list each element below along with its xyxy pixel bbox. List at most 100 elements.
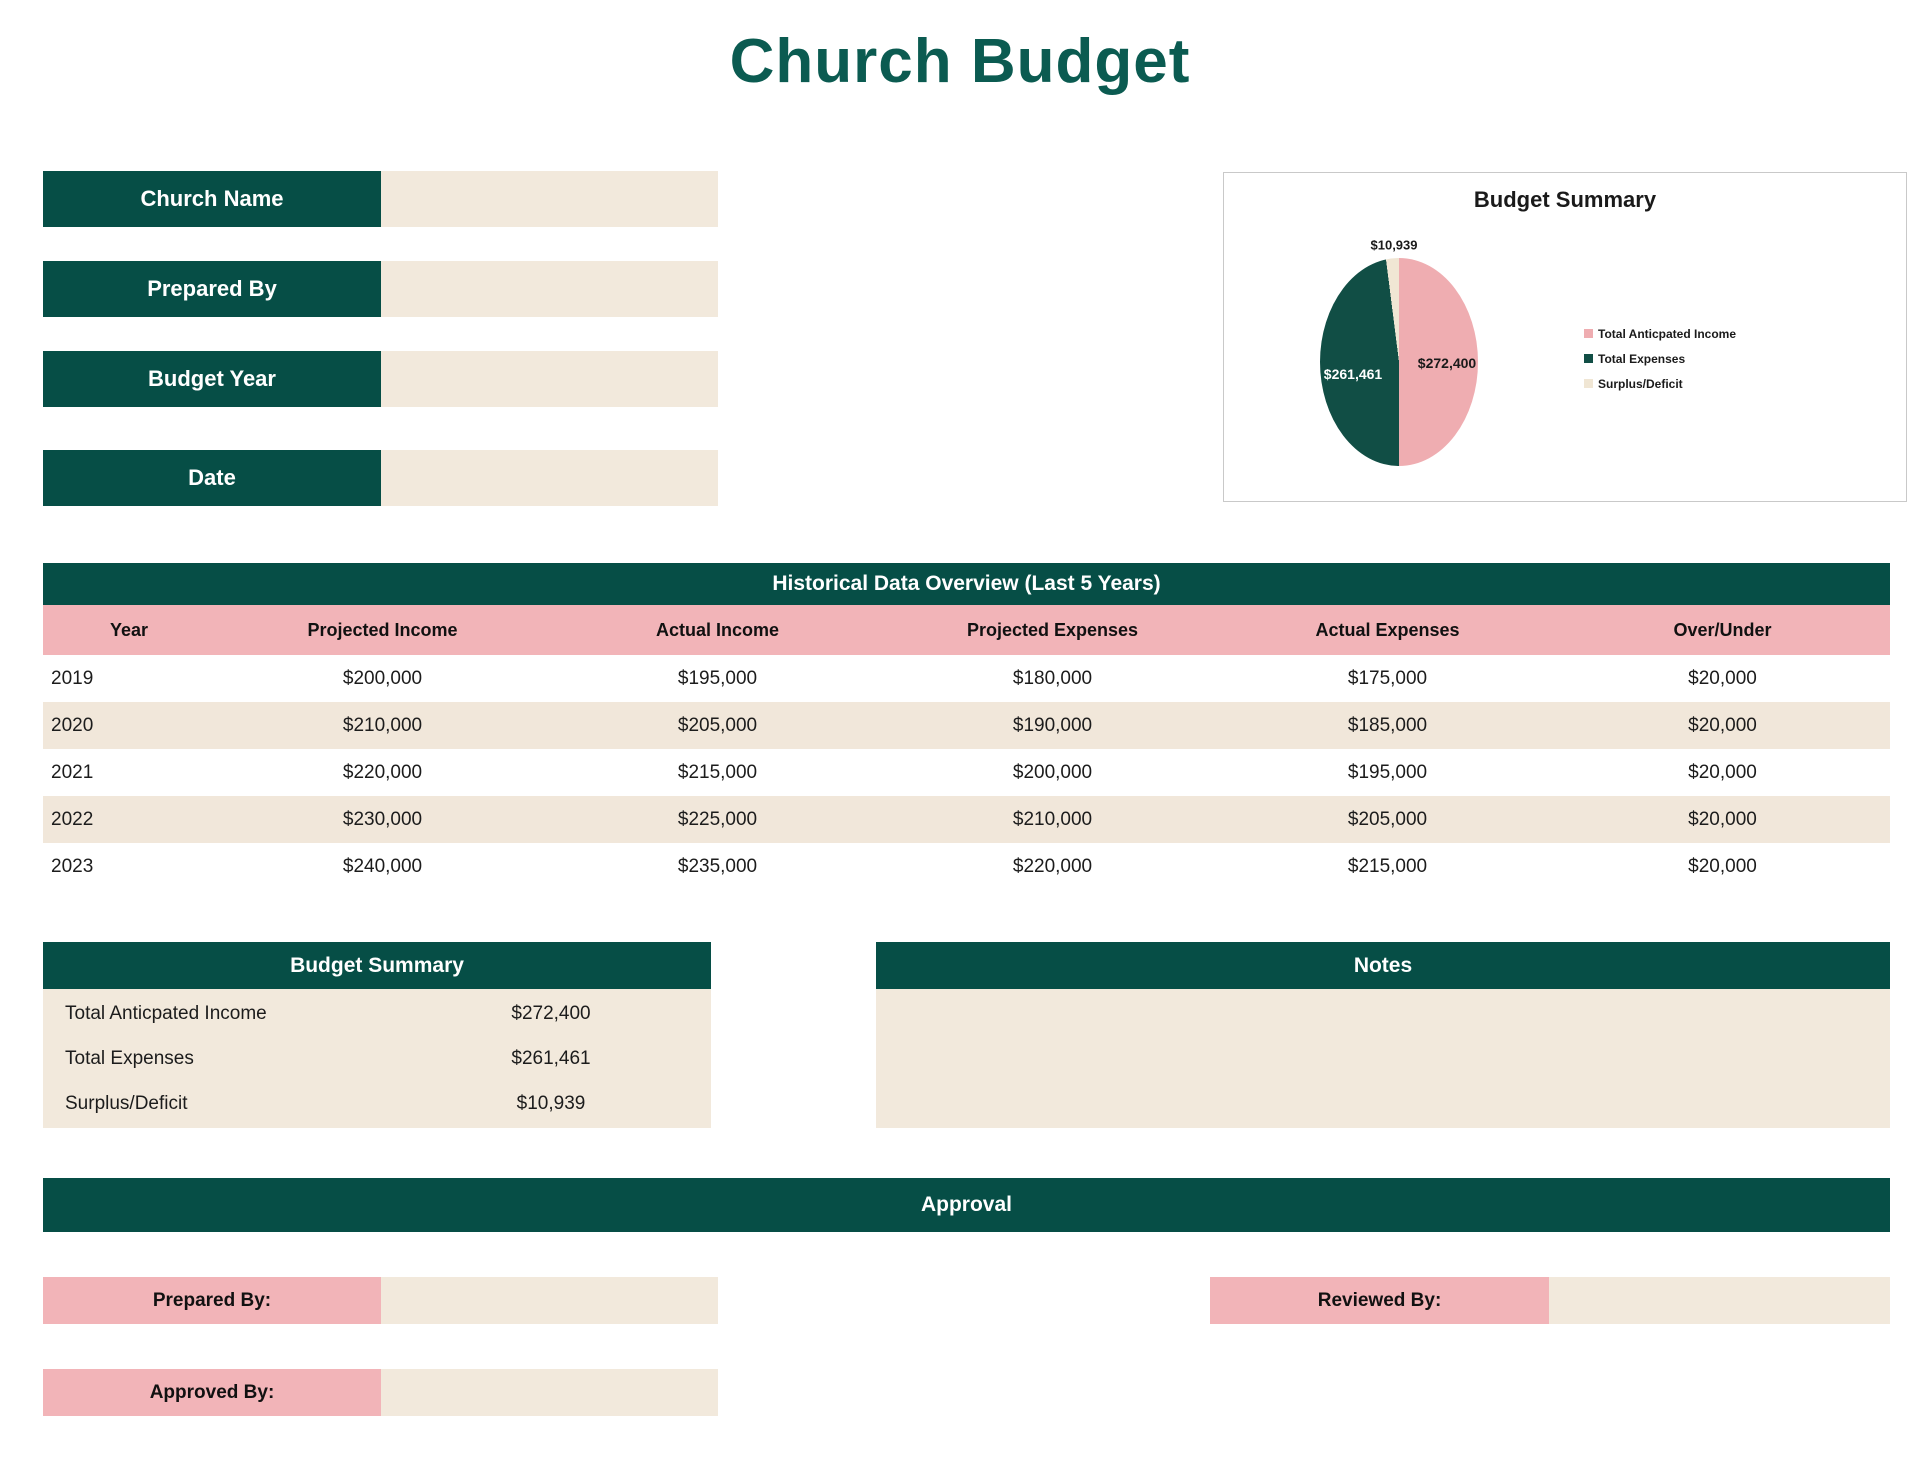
budget-summary-row-total-anticpated-income: Total Anticpated Income $272,400	[43, 991, 711, 1036]
table-row: 2019 $200,000 $195,000 $180,000 $175,000 $20,…	[43, 655, 1890, 702]
table-row: 2023 $240,000 $235,000 $220,000 $215,000 $20,…	[43, 843, 1890, 890]
budget-summary-value: $261,461	[511, 1047, 591, 1069]
table-cell: $195,000	[677, 668, 758, 689]
prepared-by-label: Prepared By	[43, 261, 381, 317]
column-header-actual-income: Actual Income	[655, 620, 780, 640]
historical-table-body: 2019 $200,000 $195,000 $180,000 $175,000 $20,…	[43, 655, 1890, 890]
table-cell: 2022	[51, 809, 94, 830]
table-cell: $235,000	[677, 856, 758, 877]
historical-data-section: Historical Data Overview (Last 5 Years) …	[43, 563, 1890, 890]
prepared-by-signature-input[interactable]	[381, 1277, 718, 1324]
table-cell: $215,000	[1347, 856, 1428, 877]
legend-label: Total Anticpated Income	[1598, 326, 1737, 341]
budget-summary-label: Surplus/Deficit	[65, 1092, 188, 1114]
form-row-budget-year: Budget Year	[43, 351, 718, 407]
table-cell: $190,000	[1012, 715, 1093, 736]
table-cell: $225,000	[677, 809, 758, 830]
table-cell: $210,000	[342, 715, 423, 736]
budget-summary-body: Total Anticpated Income $272,400 Total Exp…	[43, 989, 711, 1128]
prepared-by-signature-label: Prepared By:	[43, 1277, 381, 1324]
table-cell: $20,000	[1688, 762, 1757, 783]
legend-item-surplus-deficit: Surplus/Deficit	[1584, 371, 1736, 396]
table-cell: $20,000	[1688, 668, 1757, 689]
historical-table-header-row: Year Projected Income Actual Income Project…	[43, 605, 1890, 655]
legend-item-total-expenses: Total Expenses	[1584, 346, 1736, 371]
form-row-date: Date	[43, 450, 718, 506]
legend-label: Surplus/Deficit	[1598, 376, 1683, 391]
table-cell: 2020	[51, 715, 94, 736]
column-header-year: Year	[109, 620, 149, 640]
table-row: 2022 $230,000 $225,000 $210,000 $205,000 $20,…	[43, 796, 1890, 843]
legend-marker	[1584, 329, 1593, 338]
table-cell: $215,000	[677, 762, 758, 783]
prepared-by-input[interactable]	[381, 261, 718, 317]
budget-year-input[interactable]	[381, 351, 718, 407]
approved-by-signature-row: Approved By:	[43, 1369, 718, 1416]
table-cell: $20,000	[1688, 715, 1757, 736]
prepared-by-signature-row: Prepared By:	[43, 1277, 718, 1324]
legend-marker	[1584, 379, 1593, 388]
table-cell: $220,000	[342, 762, 423, 783]
budget-summary-title: Budget Summary	[43, 942, 711, 989]
table-cell: $175,000	[1347, 668, 1428, 689]
page-title: Church Budget	[729, 27, 1191, 96]
budget-summary-section: Budget Summary Total Anticpated Income $2…	[43, 942, 711, 1128]
table-cell: 2023	[51, 856, 94, 877]
form-row-prepared-by: Prepared By	[43, 261, 718, 317]
table-cell: $210,000	[1012, 809, 1093, 830]
church-name-label: Church Name	[43, 171, 381, 227]
reviewed-by-signature-input[interactable]	[1549, 1277, 1890, 1324]
table-cell: $200,000	[1012, 762, 1093, 783]
table-cell: $180,000	[1012, 668, 1093, 689]
table-cell: $205,000	[1347, 809, 1428, 830]
budget-summary-chart-card: Budget Summary $10,939 $272,400 $261,461…	[1223, 172, 1907, 502]
table-cell: $20,000	[1688, 856, 1757, 877]
date-label: Date	[43, 450, 381, 506]
column-header-over-under: Over/Under	[1673, 620, 1772, 640]
budget-year-label: Budget Year	[43, 351, 381, 407]
column-header-projected-income: Projected Income	[307, 620, 458, 640]
budget-summary-row-total-expenses: Total Expenses $261,461	[43, 1036, 711, 1081]
table-row: 2020 $210,000 $205,000 $190,000 $185,000 $20,…	[43, 702, 1890, 749]
table-cell: 2021	[51, 762, 94, 783]
table-cell: $240,000	[342, 856, 423, 877]
budget-summary-label: Total Anticpated Income	[65, 1002, 267, 1024]
approved-by-signature-label: Approved By:	[43, 1369, 381, 1416]
budget-summary-value: $10,939	[516, 1092, 586, 1114]
table-cell: $195,000	[1347, 762, 1428, 783]
table-cell: $205,000	[677, 715, 758, 736]
budget-pie-chart	[1320, 258, 1478, 466]
table-cell: $220,000	[1012, 856, 1093, 877]
column-header-projected-expenses: Projected Expenses	[966, 620, 1139, 640]
approved-by-signature-input[interactable]	[381, 1369, 718, 1416]
table-cell: $230,000	[342, 809, 423, 830]
notes-title: Notes	[876, 942, 1890, 989]
legend-marker	[1584, 354, 1593, 363]
date-input[interactable]	[381, 450, 718, 506]
chart-title: Budget Summary	[1473, 187, 1657, 212]
form-row-church-name: Church Name	[43, 171, 718, 227]
notes-input[interactable]	[876, 989, 1890, 1128]
legend-item-total-anticpated-income: Total Anticpated Income	[1584, 321, 1736, 346]
budget-summary-row-surplus-deficit: Surplus/Deficit $10,939	[43, 1081, 711, 1126]
pie-label-total-expenses: $261,461	[1323, 366, 1383, 382]
notes-section: Notes	[876, 942, 1890, 1128]
table-cell: $20,000	[1688, 809, 1757, 830]
budget-summary-value: $272,400	[511, 1002, 591, 1024]
historical-table-title: Historical Data Overview (Last 5 Years)	[43, 563, 1890, 605]
table-row: 2021 $220,000 $215,000 $200,000 $195,000 $20,…	[43, 749, 1890, 796]
chart-legend: Total Anticpated Income Total Expenses Sur…	[1584, 321, 1736, 396]
pie-label-total-income: $272,400	[1417, 355, 1477, 371]
table-cell: $185,000	[1347, 715, 1428, 736]
pie-label-surplus-deficit: $10,939	[1370, 237, 1418, 253]
church-name-input[interactable]	[381, 171, 718, 227]
approval-header: Approval	[43, 1178, 1890, 1232]
budget-summary-label: Total Expenses	[65, 1047, 194, 1069]
table-cell: 2019	[51, 668, 94, 689]
legend-label: Total Expenses	[1598, 351, 1686, 366]
reviewed-by-signature-label: Reviewed By:	[1210, 1277, 1549, 1324]
column-header-actual-expenses: Actual Expenses	[1315, 620, 1460, 640]
table-cell: $200,000	[342, 668, 423, 689]
reviewed-by-signature-row: Reviewed By:	[1210, 1277, 1890, 1324]
